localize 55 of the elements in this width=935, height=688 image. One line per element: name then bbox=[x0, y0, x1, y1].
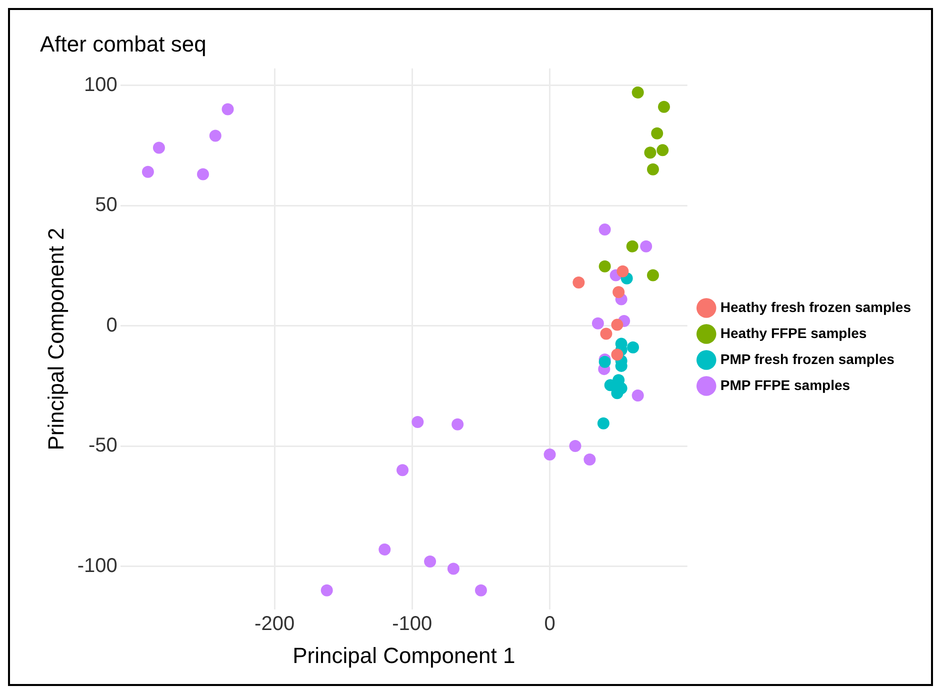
point bbox=[616, 265, 629, 278]
point bbox=[452, 418, 464, 430]
y-axis-title: Principal Component 2 bbox=[43, 228, 68, 450]
point bbox=[611, 387, 624, 400]
x-axis-title: Principal Component 1 bbox=[292, 642, 516, 668]
point bbox=[447, 562, 460, 575]
point bbox=[598, 356, 611, 368]
point bbox=[592, 317, 604, 330]
point bbox=[378, 543, 391, 556]
point bbox=[656, 144, 669, 156]
x-tick-label: 0 bbox=[544, 613, 556, 636]
point bbox=[627, 341, 640, 354]
legend-label: PMP FFPE samples bbox=[720, 376, 850, 393]
point bbox=[604, 379, 616, 392]
y-tick-label: -100 bbox=[77, 554, 118, 577]
point bbox=[584, 454, 596, 466]
point bbox=[222, 103, 234, 116]
chart-title: After combat seq bbox=[40, 31, 206, 56]
point bbox=[600, 328, 612, 340]
point bbox=[569, 440, 582, 452]
point bbox=[597, 417, 610, 430]
point bbox=[646, 269, 659, 282]
point bbox=[320, 584, 333, 596]
point bbox=[424, 555, 436, 568]
point bbox=[626, 240, 638, 252]
point bbox=[152, 142, 165, 154]
point bbox=[644, 146, 656, 159]
y-tick-label: 0 bbox=[106, 314, 118, 336]
point bbox=[209, 130, 222, 142]
x-tick-label: -200 bbox=[254, 613, 295, 636]
point bbox=[196, 168, 209, 180]
point bbox=[611, 318, 624, 331]
legend-label: Heathy fresh frozen samples bbox=[720, 298, 912, 315]
point bbox=[640, 240, 652, 252]
point bbox=[632, 86, 644, 98]
y-tick-label: -50 bbox=[88, 434, 118, 457]
point bbox=[651, 127, 664, 140]
point bbox=[646, 163, 659, 176]
point bbox=[658, 100, 670, 113]
point bbox=[396, 464, 409, 476]
point bbox=[572, 276, 585, 288]
x-tick-label: -100 bbox=[392, 613, 432, 636]
legend-label: Heathy FFPE samples bbox=[720, 324, 867, 341]
point bbox=[611, 348, 624, 361]
point bbox=[632, 390, 644, 402]
point bbox=[544, 448, 556, 460]
point bbox=[412, 416, 424, 428]
y-tick-label: 100 bbox=[84, 74, 118, 96]
point bbox=[598, 224, 611, 236]
point bbox=[612, 286, 625, 298]
point bbox=[598, 260, 611, 272]
point bbox=[474, 584, 487, 596]
point bbox=[142, 166, 154, 178]
y-tick-label: 50 bbox=[95, 194, 118, 216]
legend-label: PMP fresh frozen samples bbox=[720, 350, 895, 367]
